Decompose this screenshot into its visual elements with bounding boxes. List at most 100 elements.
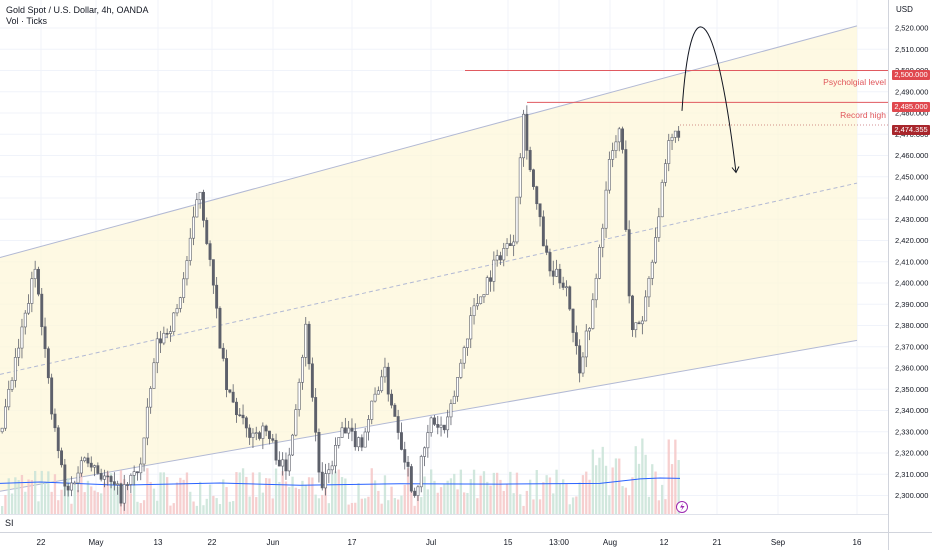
volume-indicator-label[interactable]: Vol · Ticks <box>6 16 48 26</box>
candle-body <box>205 220 209 244</box>
candle-body <box>403 449 407 463</box>
candle-body <box>238 414 242 417</box>
candle-body <box>112 481 116 485</box>
y-tick-label: 2,480.000 <box>895 109 928 118</box>
candle-body <box>495 255 499 261</box>
volume-bar <box>476 498 479 514</box>
x-tick-label: 13:00 <box>549 538 570 547</box>
candle-body <box>60 450 64 466</box>
candle-body <box>218 307 222 349</box>
volume-bar <box>90 486 93 514</box>
y-tick-label: 2,390.000 <box>895 300 928 309</box>
candle-body <box>50 377 54 415</box>
candle-body <box>132 471 136 476</box>
volume-bar <box>354 502 357 514</box>
candle-body <box>597 247 601 279</box>
horizontal-levels[interactable] <box>465 70 888 126</box>
candle-body <box>10 380 14 390</box>
volume-bar <box>413 505 416 514</box>
y-tick-label: 2,430.000 <box>895 215 928 224</box>
candle-body <box>426 432 430 449</box>
x-tick-label: Jun <box>267 538 280 547</box>
x-tick-label: 13 <box>154 538 163 547</box>
candle-body <box>172 312 176 332</box>
volume-bar <box>406 468 410 514</box>
candle-body <box>287 454 291 472</box>
candle-body <box>122 484 126 504</box>
candle-body <box>215 284 219 309</box>
volume-bar <box>50 491 53 514</box>
candle-body <box>611 150 615 160</box>
alert-icon[interactable] <box>676 501 688 513</box>
y-tick-label: 2,380.000 <box>895 321 928 330</box>
volume-bar <box>57 500 60 514</box>
candle-body <box>20 326 24 349</box>
volume-bar <box>159 472 162 514</box>
candle-body <box>330 465 334 471</box>
volume-bar <box>674 439 677 514</box>
candle-body <box>498 255 502 261</box>
volume-bar <box>93 490 96 514</box>
channel-upper-line <box>0 25 858 258</box>
candle-body <box>515 196 519 243</box>
volume-bar <box>218 504 222 514</box>
volume-bar <box>205 498 208 514</box>
parallel-channel[interactable] <box>0 25 858 492</box>
volume-bar <box>331 474 334 514</box>
volume-bar <box>555 469 558 514</box>
volume-bar <box>595 465 598 514</box>
volume-bar <box>199 481 202 514</box>
candle-body <box>630 295 634 331</box>
candle-body <box>660 182 664 218</box>
candle-body <box>436 424 440 428</box>
candle-body <box>188 237 192 261</box>
candle-body <box>528 150 532 171</box>
candle-body <box>353 431 357 448</box>
volume-bar <box>568 504 571 514</box>
volume-bar <box>149 481 152 514</box>
candle-body <box>634 322 638 331</box>
candle-body <box>456 377 460 397</box>
volume-bar <box>311 477 314 514</box>
symbol-title[interactable]: Gold Spot / U.S. Dollar, 4h, OANDA <box>6 5 149 15</box>
candle-body <box>103 475 106 480</box>
y-tick-label: 2,410.000 <box>895 257 928 266</box>
candle-body <box>383 366 387 378</box>
candle-body <box>297 381 301 410</box>
price-axis[interactable]: 2,520.000 2,510.000 2,500.000 2,490.000 2,48… <box>888 0 929 550</box>
candle-body <box>83 457 87 462</box>
candle-body <box>578 345 582 374</box>
currency-label[interactable]: USD <box>896 5 913 14</box>
volume-bar <box>608 495 611 514</box>
candle-body <box>17 347 21 358</box>
volume-bar <box>40 470 43 514</box>
volume-bar <box>20 474 24 514</box>
candle-body <box>647 278 651 298</box>
candle-body <box>208 243 212 260</box>
volume-bar <box>37 501 40 514</box>
volume-bar <box>637 463 641 514</box>
candle-body <box>221 347 225 359</box>
volume-bar <box>571 497 575 514</box>
volume-bar <box>96 492 100 514</box>
time-axis[interactable]: 22 May 13 22 Jun 17 Jul 15 13:00 Aug 12 21 Sep 16 <box>0 532 932 548</box>
projection-arrow[interactable] <box>681 26 740 174</box>
volume-bar <box>60 489 63 514</box>
volume-bar <box>466 492 469 514</box>
candle-body <box>644 296 648 322</box>
candle-body <box>36 268 40 295</box>
volume-bar <box>235 472 238 514</box>
candle-body <box>152 362 156 389</box>
candle-body <box>294 409 298 436</box>
candle-body <box>30 278 34 304</box>
volume-bar <box>245 476 248 514</box>
x-tick-label: Aug <box>603 538 617 547</box>
candle-body <box>621 128 625 150</box>
candle-body <box>469 315 473 340</box>
volume-bar <box>298 489 301 514</box>
volume-bar <box>529 479 532 514</box>
candle-body <box>413 490 417 496</box>
volume-bar <box>519 494 522 514</box>
candle-body <box>670 137 674 141</box>
